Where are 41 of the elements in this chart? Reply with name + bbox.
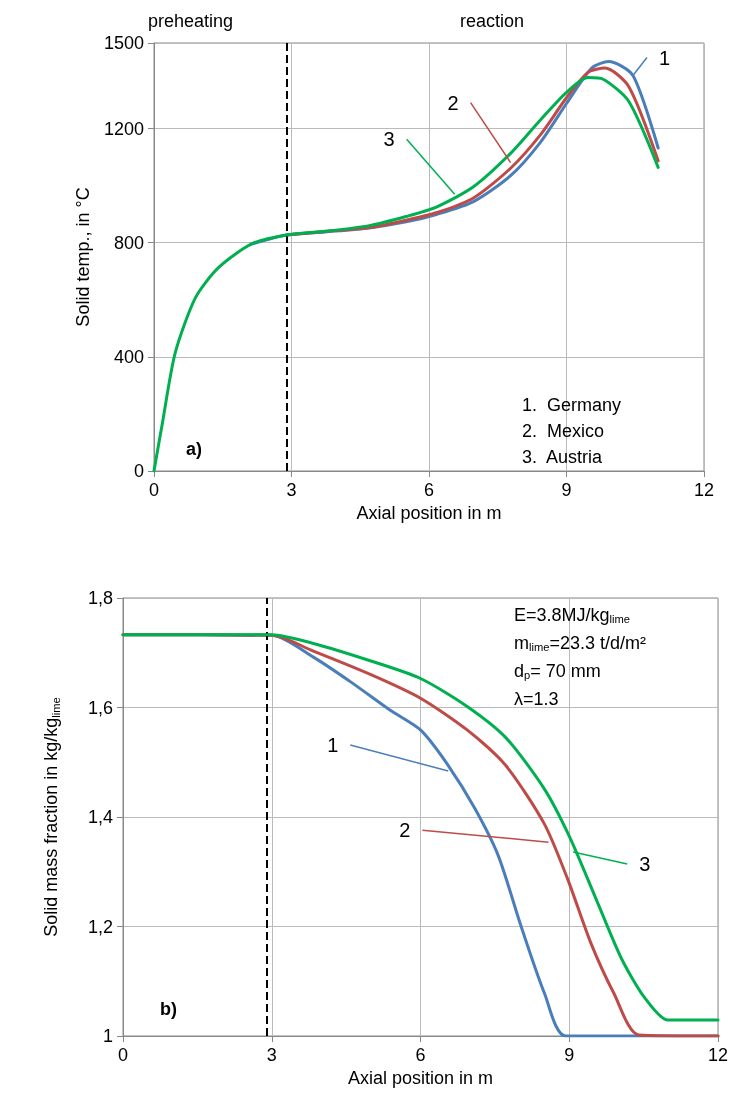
x-axis-title: Axial position in m — [347, 1067, 494, 1088]
annotation: E=3.8MJ/kglime — [514, 605, 631, 626]
y-axis-title: Solid temp., in °C — [73, 187, 93, 327]
x-tick-label: 12 — [707, 1045, 729, 1065]
x-tick-label: 9 — [561, 480, 572, 500]
y-tick-label: 1,4 — [87, 807, 113, 827]
y-tick-label: 1,2 — [87, 916, 113, 937]
annotation: 3. Austria — [522, 447, 604, 467]
annotation: 1 — [658, 46, 671, 69]
x-tick-label: 9 — [564, 1045, 575, 1065]
annotation: 3 — [383, 128, 395, 151]
y-tick-label: 1 — [102, 1026, 113, 1046]
x-tick-label: 0 — [148, 480, 160, 500]
x-tick-label: 3 — [266, 1045, 277, 1065]
annotation: 1 — [327, 734, 339, 757]
annotation: 3 — [639, 853, 651, 876]
y-tick-label: 0 — [133, 461, 144, 481]
y-tick-label: 1500 — [103, 33, 144, 53]
annotation: 2 — [447, 91, 459, 114]
x-tick-label: 3 — [286, 480, 297, 500]
y-tick-label: 1200 — [103, 118, 144, 139]
annotation: b) — [160, 999, 177, 1019]
y-axis-title: Solid mass fraction in kg/kglime — [41, 697, 62, 937]
y-tick-label: 1,8 — [87, 588, 113, 608]
y-tick-label: 400 — [113, 346, 144, 367]
x-tick-label: 12 — [693, 480, 715, 500]
annotation: 2 — [399, 819, 411, 842]
x-axis-title: Axial position in m — [356, 502, 502, 523]
y-tick-label: 1,6 — [87, 697, 113, 718]
line-series — [152, 76, 660, 473]
x-tick-label: 6 — [415, 1045, 426, 1065]
annotation: λ=1.3 — [514, 689, 559, 709]
annotation: mlime=23.3 t/d/m² — [514, 633, 647, 654]
annotation: dp= 70 mm — [514, 661, 601, 682]
x-tick-label: 6 — [423, 480, 435, 500]
annotation: 1. Germany — [522, 395, 622, 415]
text: preheating — [148, 11, 234, 31]
y-tick-label: 800 — [113, 232, 144, 253]
annotation: 2. Mexico — [522, 421, 605, 441]
annotation: a) — [186, 439, 203, 459]
text: reaction — [460, 11, 525, 31]
